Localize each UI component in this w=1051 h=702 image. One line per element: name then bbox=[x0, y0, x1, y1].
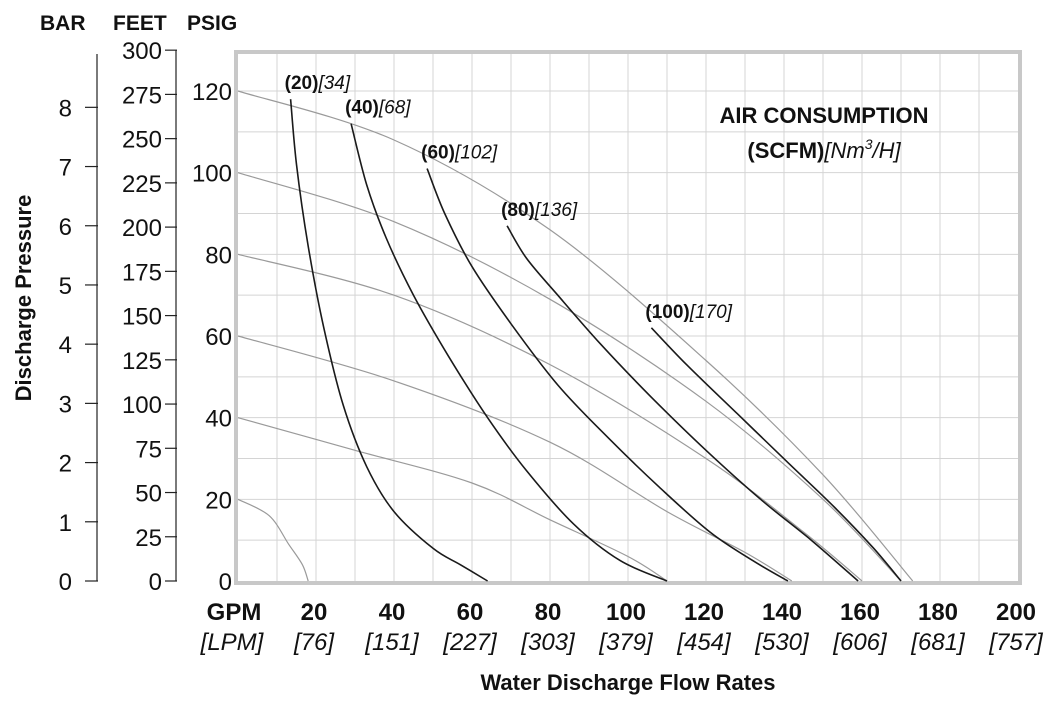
x-tick-lpm: [530] bbox=[754, 629, 810, 656]
air-curve-label: (20)[34] bbox=[285, 73, 351, 94]
bar-tick-label: 5 bbox=[59, 273, 72, 300]
curve-labels: (20)[34] (40)[68] (60)[102] (80)[136] (100)[… bbox=[285, 73, 733, 323]
subtitle-unit-sup: 3 bbox=[865, 136, 873, 152]
bar-tick-label: 4 bbox=[59, 332, 72, 359]
pressure-lines bbox=[237, 90, 914, 582]
feet-tick-label: 250 bbox=[122, 127, 162, 154]
feet-tick-label: 225 bbox=[122, 171, 162, 198]
pressure-line bbox=[237, 335, 793, 582]
x-tick-gpm: 180 bbox=[918, 599, 958, 626]
x-tick-lpm: [681] bbox=[910, 629, 966, 656]
x-tick-gpm: 100 bbox=[606, 599, 646, 626]
psig-tick-label: 40 bbox=[205, 406, 232, 433]
plot-frame bbox=[234, 50, 1022, 585]
psig-tick-label: 60 bbox=[205, 324, 232, 351]
x-axis-title: Water Discharge Flow Rates bbox=[480, 670, 775, 695]
feet-tick-label: 50 bbox=[135, 481, 162, 508]
x-unit-lpm: [LPM] bbox=[200, 629, 265, 656]
psig-tick-label: 80 bbox=[205, 242, 232, 269]
feet-tick-label: 150 bbox=[122, 304, 162, 331]
x-tick-gpm: 120 bbox=[684, 599, 724, 626]
air-consumption-curves bbox=[289, 99, 902, 582]
x-tick-gpm: 80 bbox=[535, 599, 562, 626]
feet-tick-label: 100 bbox=[122, 392, 162, 419]
x-unit-gpm: GPM bbox=[207, 599, 262, 626]
pressure-line bbox=[237, 90, 914, 582]
feet-tick-label: 125 bbox=[122, 348, 162, 375]
x-tick-gpm: 200 bbox=[996, 599, 1036, 626]
x-axis-labels: 20 [76] 40 [151] 60 [227] 80 [303] 100 [379] 120 [4… bbox=[293, 599, 1044, 656]
feet-tick-label: 75 bbox=[135, 436, 162, 463]
pressure-line bbox=[237, 253, 863, 582]
feet-tick-label: 25 bbox=[135, 525, 162, 552]
bar-tick-label: 3 bbox=[59, 391, 72, 418]
psig-tick-label: 20 bbox=[205, 487, 232, 514]
air-curve-label: (40)[68] bbox=[345, 98, 411, 119]
feet-tick-label: 275 bbox=[122, 82, 162, 109]
air-curve bbox=[426, 168, 789, 582]
subtitle-unit-post: /H] bbox=[870, 138, 901, 163]
subtitle-unit-pre: [Nm bbox=[823, 138, 864, 163]
air-curve-label: (60)[102] bbox=[421, 143, 498, 164]
x-tick-lpm: [606] bbox=[832, 629, 888, 656]
x-tick-gpm: 40 bbox=[379, 599, 406, 626]
air-curve bbox=[506, 225, 859, 582]
bar-tick-label: 2 bbox=[59, 451, 72, 478]
psig-tick-label: 0 bbox=[219, 569, 232, 596]
chart-subtitle: (SCFM)[Nm3/H] bbox=[747, 136, 901, 163]
bar-tick-label: 6 bbox=[59, 214, 72, 241]
x-tick-gpm: 160 bbox=[840, 599, 880, 626]
x-tick-gpm: 20 bbox=[301, 599, 328, 626]
pressure-line bbox=[237, 417, 668, 582]
bar-tick-label: 1 bbox=[59, 510, 72, 537]
psig-tick-label: 100 bbox=[192, 161, 232, 188]
air-curve bbox=[350, 123, 668, 582]
bar-tick-label: 8 bbox=[59, 95, 72, 122]
x-tick-lpm: [379] bbox=[598, 629, 654, 656]
subtitle-bold: (SCFM) bbox=[747, 138, 824, 163]
x-tick-lpm: [151] bbox=[364, 629, 420, 656]
pressure-line bbox=[237, 172, 902, 582]
feet-tick-label: 175 bbox=[122, 259, 162, 286]
chart-title: AIR CONSUMPTION bbox=[720, 103, 929, 128]
air-curve bbox=[289, 99, 489, 582]
bar-tick-label: 7 bbox=[59, 155, 72, 182]
air-curve bbox=[650, 327, 902, 582]
x-tick-lpm: [454] bbox=[676, 629, 732, 656]
x-tick-lpm: [757] bbox=[988, 629, 1044, 656]
air-curve-label: (100)[170] bbox=[645, 302, 732, 323]
feet-tick-label: 0 bbox=[149, 569, 162, 596]
feet-tick-label: 200 bbox=[122, 215, 162, 242]
x-tick-lpm: [227] bbox=[442, 629, 498, 656]
x-tick-gpm: 60 bbox=[457, 599, 484, 626]
y-axes: 0204060801001200255075100125150175200225… bbox=[59, 38, 232, 596]
x-tick-gpm: 140 bbox=[762, 599, 802, 626]
psig-axis-header: PSIG bbox=[187, 12, 237, 35]
pressure-line bbox=[237, 498, 309, 582]
grid-lines bbox=[238, 54, 1018, 581]
bar-axis-header: BAR bbox=[40, 12, 86, 35]
feet-axis-header: FEET bbox=[113, 12, 167, 35]
feet-tick-label: 300 bbox=[122, 38, 162, 65]
air-curve-label: (80)[136] bbox=[501, 200, 578, 221]
x-tick-lpm: [76] bbox=[293, 629, 335, 656]
psig-tick-label: 120 bbox=[192, 79, 232, 106]
y-axis-title: Discharge Pressure bbox=[11, 195, 36, 402]
bar-tick-label: 0 bbox=[59, 569, 72, 596]
x-tick-lpm: [303] bbox=[520, 629, 576, 656]
